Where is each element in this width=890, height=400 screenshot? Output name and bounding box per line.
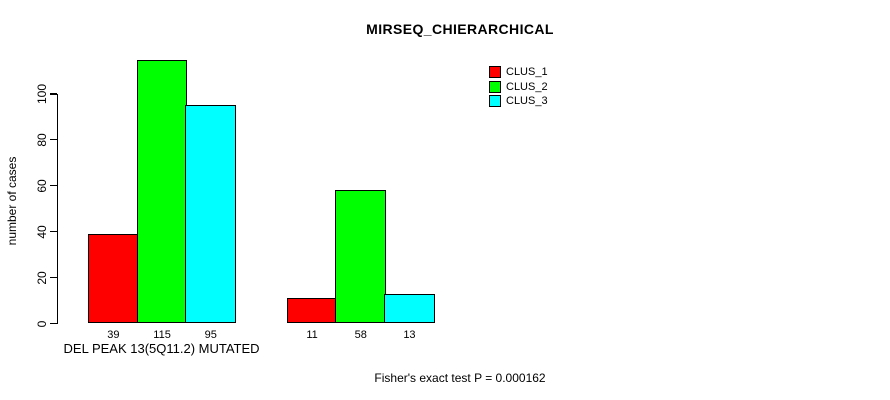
y-axis-tick-label: 80 <box>35 133 49 147</box>
y-axis-tick <box>50 277 57 279</box>
y-axis-tick-label: 100 <box>35 83 49 105</box>
y-axis-tick-label: 0 <box>35 320 49 327</box>
y-axis-tick-label: 20 <box>35 270 49 285</box>
y-axis-tick <box>50 322 57 325</box>
y-axis-tick <box>50 139 57 141</box>
bar-value-label: 39 <box>107 329 120 341</box>
legend-label: CLUS_2 <box>506 80 548 93</box>
y-axis-label: number of cases <box>5 156 19 246</box>
legend-item-clus_1: CLUS_1 <box>489 65 548 80</box>
y-axis-tick <box>50 231 57 233</box>
bar-clus_2-group-2 <box>335 190 387 324</box>
bar-value-label: 115 <box>153 329 171 341</box>
chart-title: MIRSEQ_CHIERARCHICAL <box>366 21 554 37</box>
bar-clus_2-group-1 <box>136 59 188 324</box>
legend-swatch <box>489 80 501 93</box>
legend-label: CLUS_3 <box>506 95 548 108</box>
bar-clus_1-group-2 <box>286 298 338 324</box>
y-axis-tick <box>50 93 57 95</box>
legend-swatch <box>489 95 501 108</box>
bar-clus_3-group-2 <box>384 293 435 324</box>
y-axis-tick-label: 40 <box>35 225 49 239</box>
legend: CLUS_1 CLUS_2 CLUS_3 <box>489 65 548 109</box>
bar-value-label: 13 <box>403 329 416 341</box>
legend-item-clus_2: CLUS_2 <box>489 80 548 95</box>
legend-swatch <box>489 66 501 79</box>
y-axis-line <box>57 94 59 324</box>
y-axis-tick-label: 60 <box>35 179 49 193</box>
legend-label: CLUS_1 <box>506 66 548 79</box>
bar-value-label: 58 <box>354 329 367 341</box>
x-group-label: DEL PEAK 13(5Q11.2) MUTATED <box>63 341 260 356</box>
fisher-test-annotation: Fisher's exact test P = 0.000162 <box>374 371 546 385</box>
bar-clus_1-group-1 <box>88 233 139 324</box>
bar-value-label: 95 <box>204 329 217 341</box>
legend-item-clus_3: CLUS_3 <box>489 94 548 109</box>
y-axis-tick <box>50 185 57 187</box>
bar-clus_3-group-1 <box>185 105 237 324</box>
bar-value-label: 11 <box>306 329 318 341</box>
